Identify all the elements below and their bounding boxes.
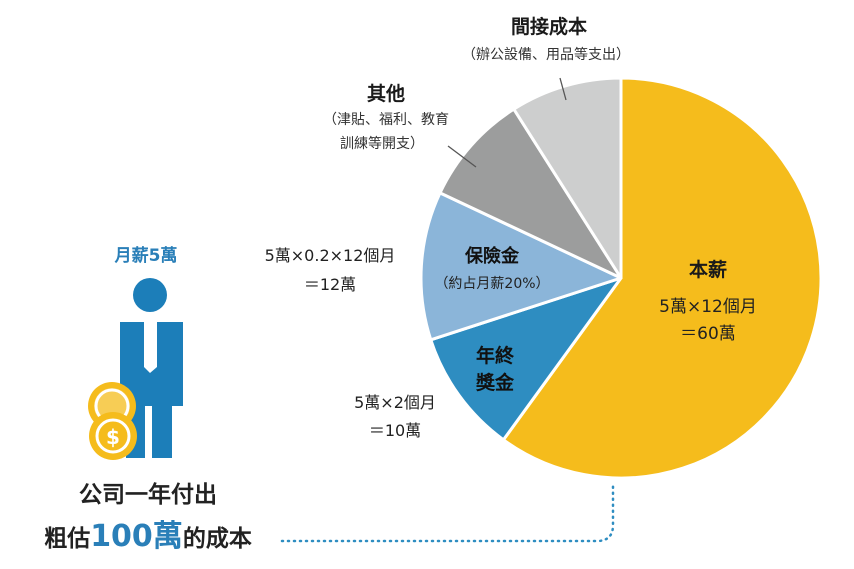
person-icon <box>120 278 183 458</box>
slice-labels: 本薪 5萬×12個月 ＝60萬 年終 獎金 5萬×2個月 ＝10萬 保險金 （約… <box>265 15 757 440</box>
slice-sub-other-line-1: （津貼、福利、教育 <box>323 112 449 128</box>
caption-suffix: 的成本 <box>183 525 252 552</box>
caption-total: 100萬 <box>90 519 183 554</box>
dollar-icon: $ <box>106 425 120 449</box>
connector-dotted-line <box>280 481 615 543</box>
slice-sub-other-line-2: 訓練等開支） <box>340 135 424 152</box>
coin-stack-icon: $ <box>88 382 137 460</box>
monthly-salary-label: 月薪5萬 <box>114 245 178 266</box>
caption-line-1: 公司一年付出 <box>79 481 217 508</box>
pie-slice-indirect-cost <box>512 76 623 280</box>
slice-sub-insurance: （約占月薪20%） <box>434 276 549 292</box>
pie-slice-insurance <box>419 191 623 342</box>
slice-label-year-end-bonus-line-2: 獎金 <box>475 371 515 394</box>
caption-line-2: 粗估100萬的成本 <box>44 519 252 554</box>
pie-slice-other <box>438 107 623 280</box>
leader-line-indirect-cost <box>559 77 567 101</box>
caption-prefix: 粗估 <box>44 525 90 552</box>
formula-year-end-bonus: 5萬×2個月 <box>354 393 436 412</box>
pie-slice-base-salary <box>501 76 823 480</box>
amount-year-end-bonus: ＝10萬 <box>369 421 421 440</box>
formula-base-salary: 5萬×12個月 <box>659 297 757 317</box>
pie-slice-year-end-bonus <box>429 276 623 442</box>
salary-illustration: 月薪5萬 $ 公司一年付出 粗估100萬的成本 <box>44 245 252 554</box>
amount-insurance: ＝12萬 <box>304 275 356 294</box>
slice-label-other: 其他 <box>367 82 405 105</box>
slice-label-base-salary: 本薪 <box>689 258 727 281</box>
formula-insurance: 5萬×0.2×12個月 <box>265 246 396 265</box>
slice-label-insurance: 保險金 <box>464 245 520 267</box>
slice-sub-indirect-cost: （辦公設備、用品等支出） <box>462 46 630 63</box>
slice-label-year-end-bonus-line-1: 年終 <box>476 344 515 367</box>
slice-label-indirect-cost: 間接成本 <box>511 15 587 38</box>
leader-line-other <box>447 145 477 168</box>
pie-chart <box>419 76 823 480</box>
amount-base-salary: ＝60萬 <box>680 324 736 344</box>
